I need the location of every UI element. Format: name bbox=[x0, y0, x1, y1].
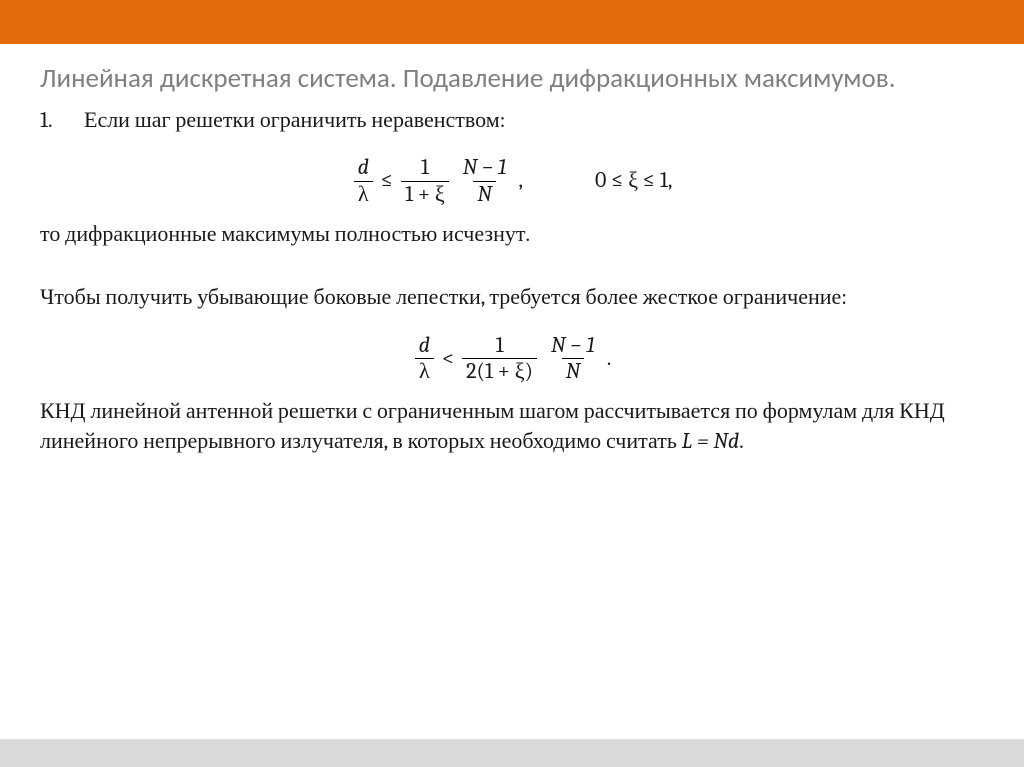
f1-rhs-num: N − 1 bbox=[459, 156, 511, 180]
f2-tail: . bbox=[607, 344, 612, 374]
f1-op: ≤ bbox=[381, 166, 393, 196]
paragraph-2: то дифракционные максимумы полностью исч… bbox=[40, 220, 984, 250]
f1-mid-num: 1 bbox=[417, 156, 433, 180]
paragraph-3: Чтобы получить убывающие боковые лепестк… bbox=[40, 283, 984, 313]
f1-condition: 0 ≤ ξ ≤ 1, bbox=[595, 166, 672, 196]
f2-lhs-num: d bbox=[415, 334, 434, 358]
list-item-1: 1. Если шаг решетки ограничить неравенст… bbox=[40, 106, 984, 136]
f2-rhs-num: N − 1 bbox=[547, 334, 599, 358]
f2-op: < bbox=[442, 344, 454, 374]
f1-tail: , bbox=[518, 166, 523, 196]
paragraph-4a: КНД линейной антенной решетки с ограниче… bbox=[40, 398, 945, 454]
f2-lhs-den: λ bbox=[415, 358, 434, 383]
formula-2: d λ < 1 2(1 + ξ) N − 1 N . bbox=[40, 331, 984, 383]
f1-lhs-num: d bbox=[354, 156, 373, 180]
f2-mid-num: 1 bbox=[492, 334, 508, 358]
header-accent-bar bbox=[0, 0, 1024, 44]
slide-title: Линейная дискретная система. Подавление … bbox=[40, 62, 984, 96]
formula-1: d λ ≤ 1 1 + ξ N − 1 N , 0 ≤ ξ ≤ 1, bbox=[40, 153, 984, 205]
f1-rhs-den: N bbox=[473, 181, 495, 206]
slide-body: 1. Если шаг решетки ограничить неравенст… bbox=[40, 106, 984, 457]
list-number: 1. bbox=[40, 106, 84, 136]
f2-rhs-den: N bbox=[562, 358, 584, 383]
footer-bar bbox=[0, 739, 1024, 767]
f2-mid-den: 2(1 + ξ) bbox=[462, 358, 537, 383]
inline-formula-L: L = Nd bbox=[682, 428, 739, 454]
paragraph-4: КНД линейной антенной решетки с ограниче… bbox=[40, 397, 984, 456]
paragraph-1: Если шаг решетки ограничить неравенством… bbox=[84, 106, 984, 136]
paragraph-4b: . bbox=[739, 428, 744, 454]
f1-mid-den: 1 + ξ bbox=[401, 181, 449, 206]
f1-lhs-den: λ bbox=[354, 181, 373, 206]
